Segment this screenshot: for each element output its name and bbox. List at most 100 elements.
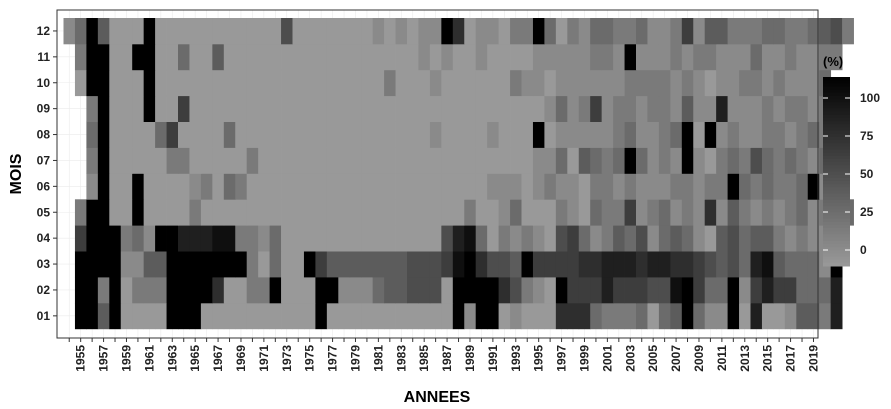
legend-gradient-band [823, 136, 850, 141]
heatmap-cell [178, 199, 190, 226]
heatmap-cell [143, 69, 156, 97]
heatmap-cell [693, 147, 706, 174]
heatmap-cell [384, 277, 396, 304]
heatmap-cell [498, 251, 511, 278]
heatmap-cell [693, 18, 706, 45]
heatmap-cell [395, 43, 408, 71]
heatmap-cell [292, 199, 305, 226]
heatmap-cell [521, 302, 534, 330]
heatmap-cell [532, 173, 545, 200]
heatmap-cell [750, 121, 763, 148]
heatmap-cell [670, 225, 683, 252]
heatmap-cell [670, 69, 683, 97]
y-tick-label: 10 [37, 76, 51, 90]
heatmap-cell [544, 95, 557, 122]
heatmap-cell [200, 302, 213, 330]
heatmap-cell [842, 18, 854, 45]
heatmap-cell [74, 199, 87, 226]
legend-gradient-band [823, 231, 850, 235]
heatmap-cell [429, 121, 442, 148]
heatmap-cell [784, 69, 797, 97]
heatmap-cell [166, 277, 179, 304]
heatmap-cell [750, 225, 763, 252]
legend-gradient-band [823, 114, 850, 119]
heatmap-cell [636, 173, 648, 200]
heatmap-cell [235, 147, 248, 174]
heatmap-cell [716, 199, 728, 226]
heatmap-cell [143, 302, 156, 330]
heatmap-cell [670, 18, 683, 45]
heatmap-cell [372, 147, 385, 174]
legend-gradient-band [823, 140, 850, 144]
heatmap-cell [189, 251, 202, 278]
heatmap-cell [223, 43, 236, 71]
heatmap-cell [166, 302, 179, 330]
heatmap-cell [384, 95, 396, 122]
heatmap-cell [132, 147, 145, 174]
heatmap-cell [796, 43, 809, 71]
legend-gradient-band [823, 240, 850, 245]
heatmap-cell [693, 95, 706, 122]
heatmap-cell [670, 251, 683, 278]
heatmap-cell [200, 69, 213, 97]
heatmap-cell [292, 147, 305, 174]
heatmap-cell [716, 225, 728, 252]
heatmap-cell [475, 173, 488, 200]
heatmap-cell [407, 121, 419, 148]
heatmap-cell [418, 251, 431, 278]
x-tick-label: 1959 [119, 345, 133, 372]
heatmap-cell [407, 251, 419, 278]
heatmap-cell [166, 225, 179, 252]
heatmap-cell [590, 147, 603, 174]
legend-tick-label: 100 [860, 91, 880, 105]
y-tick-label: 04 [37, 231, 51, 245]
legend-gradient-band [823, 206, 850, 210]
heatmap-cell [773, 69, 786, 97]
heatmap-cell [418, 225, 431, 252]
heatmap-cell [590, 277, 603, 304]
heatmap-cell [681, 173, 694, 200]
heatmap-cell [532, 302, 545, 330]
heatmap-cell [120, 18, 133, 45]
heatmap-cell [636, 277, 648, 304]
heatmap-cell [624, 69, 637, 97]
heatmap-cell [704, 69, 717, 97]
heatmap-cell [636, 251, 648, 278]
heatmap-cell [418, 199, 431, 226]
heatmap-cell [807, 147, 820, 174]
heatmap-cell [258, 302, 270, 330]
heatmap-cell [155, 18, 167, 45]
heatmap-cell [395, 121, 408, 148]
heatmap-cell [498, 18, 511, 45]
x-tick-label: 1993 [509, 345, 523, 372]
heatmap-cell [258, 69, 270, 97]
heatmap-cell [109, 69, 122, 97]
legend-gradient-band [823, 133, 850, 138]
heatmap-cell [235, 199, 248, 226]
legend-gradient-band [823, 243, 850, 248]
heatmap-cell [109, 277, 122, 304]
heatmap-cell [658, 121, 671, 148]
heatmap-cell [555, 199, 568, 226]
heatmap-cell [258, 173, 270, 200]
heatmap-cell [441, 147, 454, 174]
heatmap-cell [784, 43, 797, 71]
heatmap-cell [235, 121, 248, 148]
heatmap-cell [109, 147, 122, 174]
heatmap-cell [750, 277, 763, 304]
heatmap-cell [498, 225, 511, 252]
heatmap-cell [796, 95, 809, 122]
heatmap-cell [429, 225, 442, 252]
legend-gradient-band [823, 212, 850, 217]
heatmap-cell [693, 69, 706, 97]
heatmap-cell [338, 121, 351, 148]
heatmap-cell [624, 95, 637, 122]
heatmap-cell [773, 147, 786, 174]
y-tick-label: 12 [37, 24, 51, 38]
heatmap-cell [567, 225, 580, 252]
heatmap-cell [750, 199, 763, 226]
heatmap-cell [521, 225, 534, 252]
legend-tick-label: 50 [860, 167, 874, 181]
heatmap-cell [487, 199, 499, 226]
heatmap-cell [521, 18, 534, 45]
